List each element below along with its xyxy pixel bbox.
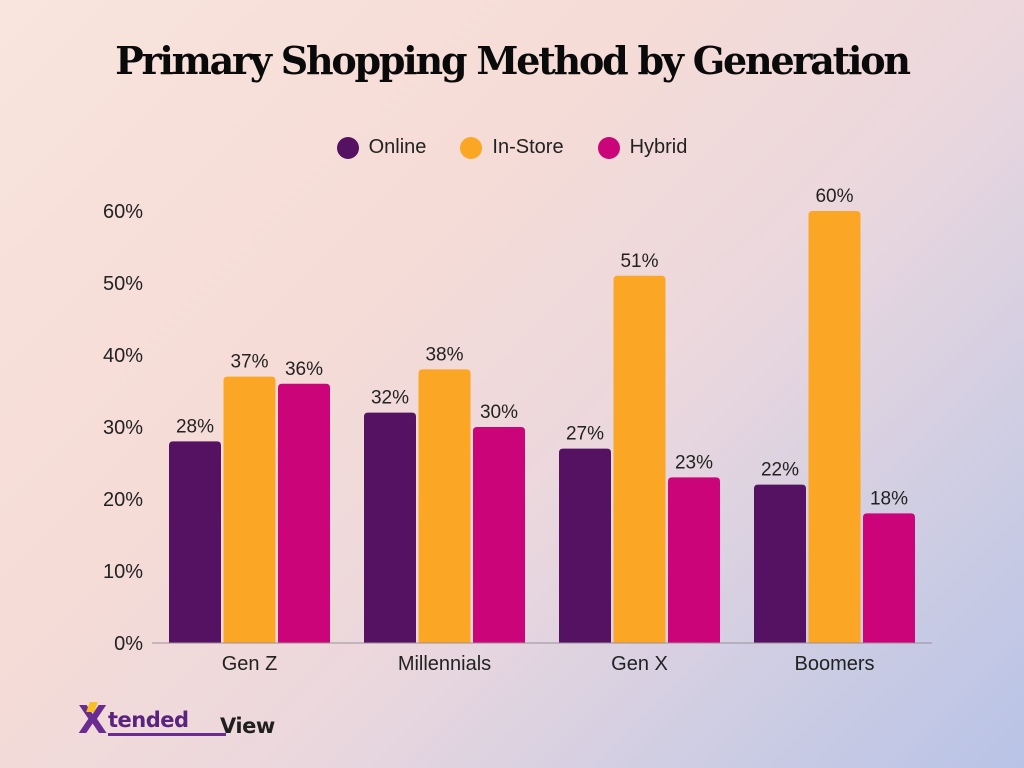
y-tick-label: 20% xyxy=(103,489,143,511)
bar-hybrid xyxy=(863,513,915,643)
legend-label-hybrid: Hybrid xyxy=(629,136,688,158)
data-label-hybrid: 23% xyxy=(675,452,713,473)
bar-hybrid xyxy=(278,383,330,643)
legend-swatch-in-store xyxy=(460,136,483,159)
bar-online xyxy=(559,448,611,643)
data-label-in-store: 60% xyxy=(815,186,853,207)
data-label-hybrid: 36% xyxy=(285,359,323,380)
chart-title: Primary Shopping Method by Generation xyxy=(115,38,911,83)
bar-online xyxy=(754,484,806,643)
logo-letter: X xyxy=(78,698,108,742)
x-tick-label: Gen X xyxy=(611,653,668,675)
x-tick-label: Millennials xyxy=(398,653,491,675)
brand-logo: X tended View xyxy=(78,700,278,744)
data-label-online: 27% xyxy=(566,424,604,445)
chart-legend: Online In-Store Hybrid xyxy=(0,136,1024,159)
y-tick-label: 0% xyxy=(114,633,143,655)
bar-in-store xyxy=(223,376,276,643)
legend-swatch-hybrid xyxy=(597,136,620,159)
x-tick-label: Boomers xyxy=(794,653,874,675)
legend-label-online: Online xyxy=(368,136,427,158)
bar-online xyxy=(364,412,416,643)
y-tick-label: 40% xyxy=(103,345,143,367)
bar-in-store xyxy=(808,211,861,643)
logo-text-tended: tended xyxy=(108,708,189,732)
y-tick-label: 60% xyxy=(103,201,143,223)
data-label-hybrid: 18% xyxy=(870,488,908,509)
data-label-in-store: 37% xyxy=(230,352,268,373)
data-label-online: 32% xyxy=(371,388,409,409)
y-tick-label: 30% xyxy=(103,417,143,439)
y-tick-label: 50% xyxy=(103,273,143,295)
data-label-in-store: 38% xyxy=(425,344,463,365)
bar-hybrid xyxy=(473,427,525,643)
data-label-online: 22% xyxy=(761,460,799,481)
data-label-in-store: 51% xyxy=(620,251,658,272)
data-label-hybrid: 30% xyxy=(480,402,518,423)
bar-in-store xyxy=(418,369,471,643)
y-tick-label: 10% xyxy=(103,561,143,583)
logo-underline xyxy=(108,733,226,736)
legend-item-online: Online xyxy=(336,136,427,159)
legend-swatch-online xyxy=(336,136,359,159)
bar-in-store xyxy=(613,275,666,643)
logo-text-view: View xyxy=(220,714,275,738)
data-label-online: 28% xyxy=(176,416,214,437)
bar-online xyxy=(169,441,221,643)
legend-label-in-store: In-Store xyxy=(492,136,564,158)
legend-item-in-store: In-Store xyxy=(460,136,564,159)
bar-hybrid xyxy=(668,477,720,643)
legend-item-hybrid: Hybrid xyxy=(597,136,688,159)
x-tick-label: Gen Z xyxy=(222,653,278,675)
